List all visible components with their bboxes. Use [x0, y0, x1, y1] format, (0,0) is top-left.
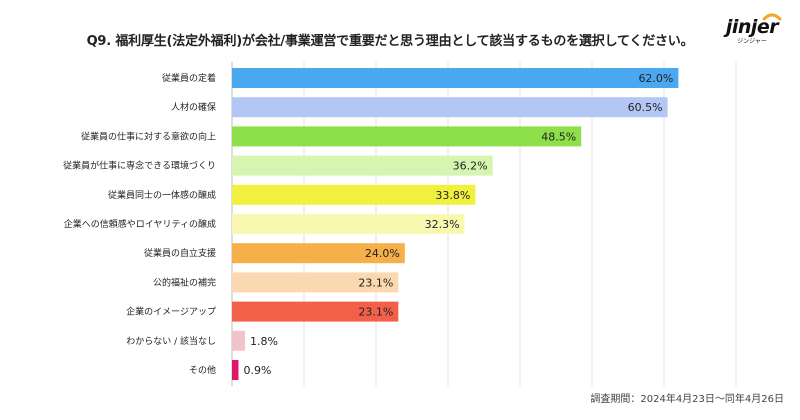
- value-label: 32.3%: [425, 218, 460, 231]
- value-label: 23.1%: [358, 276, 393, 289]
- category-labels: 従業員の定着人材の確保従業員の仕事に対する意欲の向上従業員が仕事に専念できる環境…: [63, 72, 216, 376]
- category-label: 企業のイメージアップ: [126, 306, 216, 318]
- value-label: 36.2%: [453, 160, 488, 173]
- bar: [232, 68, 679, 88]
- bar: [232, 126, 582, 147]
- bar: [232, 155, 493, 176]
- logo-wordmark: jinjer: [725, 16, 779, 38]
- category-label: 従業員の定着: [162, 72, 216, 84]
- survey-period-footnote: 調査期間：2024年4月23日〜同年4月26日: [590, 394, 784, 405]
- value-labels: 62.0% 60.5% 48.5% 36.2% 33.8% 32.3% 24.0% 23.1%…: [243, 72, 673, 377]
- value-label: 60.5%: [628, 101, 663, 114]
- bar: [232, 360, 239, 380]
- value-label: 1.8%: [250, 335, 278, 348]
- bars: [232, 68, 679, 380]
- bar: [232, 184, 476, 205]
- chart-title: Q9. 福利厚生(法定外福利)が会社/事業運営で重要だと思う理由として該当するも…: [86, 34, 694, 49]
- category-label: 人材の確保: [171, 101, 216, 113]
- category-label: 従業員の仕事に対する意欲の向上: [81, 130, 216, 142]
- bar: [232, 272, 399, 293]
- category-label: その他: [189, 364, 216, 376]
- bar: [232, 214, 465, 234]
- category-label: 従業員同士の一体感の醸成: [108, 189, 216, 201]
- value-label: 48.5%: [541, 130, 576, 143]
- logo-arc-icon: [762, 13, 782, 21]
- bar: [232, 243, 405, 264]
- bar: [232, 97, 668, 118]
- category-label: 企業への信頼感やロイヤリティの醸成: [64, 218, 216, 230]
- jinjer-logo: jinjer ジンジャー: [722, 8, 782, 48]
- value-label: 23.1%: [358, 306, 393, 319]
- value-label: 24.0%: [365, 247, 400, 260]
- value-label: 62.0%: [638, 72, 673, 85]
- value-label: 33.8%: [435, 189, 470, 202]
- category-label: 従業員が仕事に専念できる環境づくり: [63, 160, 216, 172]
- category-label: わからない / 該当なし: [126, 335, 216, 347]
- category-label: 従業員の自立支援: [144, 247, 216, 259]
- bar: [232, 330, 245, 351]
- bar: [232, 301, 399, 322]
- category-label: 公的福祉の補完: [153, 276, 216, 288]
- value-label: 0.9%: [243, 364, 271, 377]
- logo-subtitle: ジンジャー: [737, 38, 767, 45]
